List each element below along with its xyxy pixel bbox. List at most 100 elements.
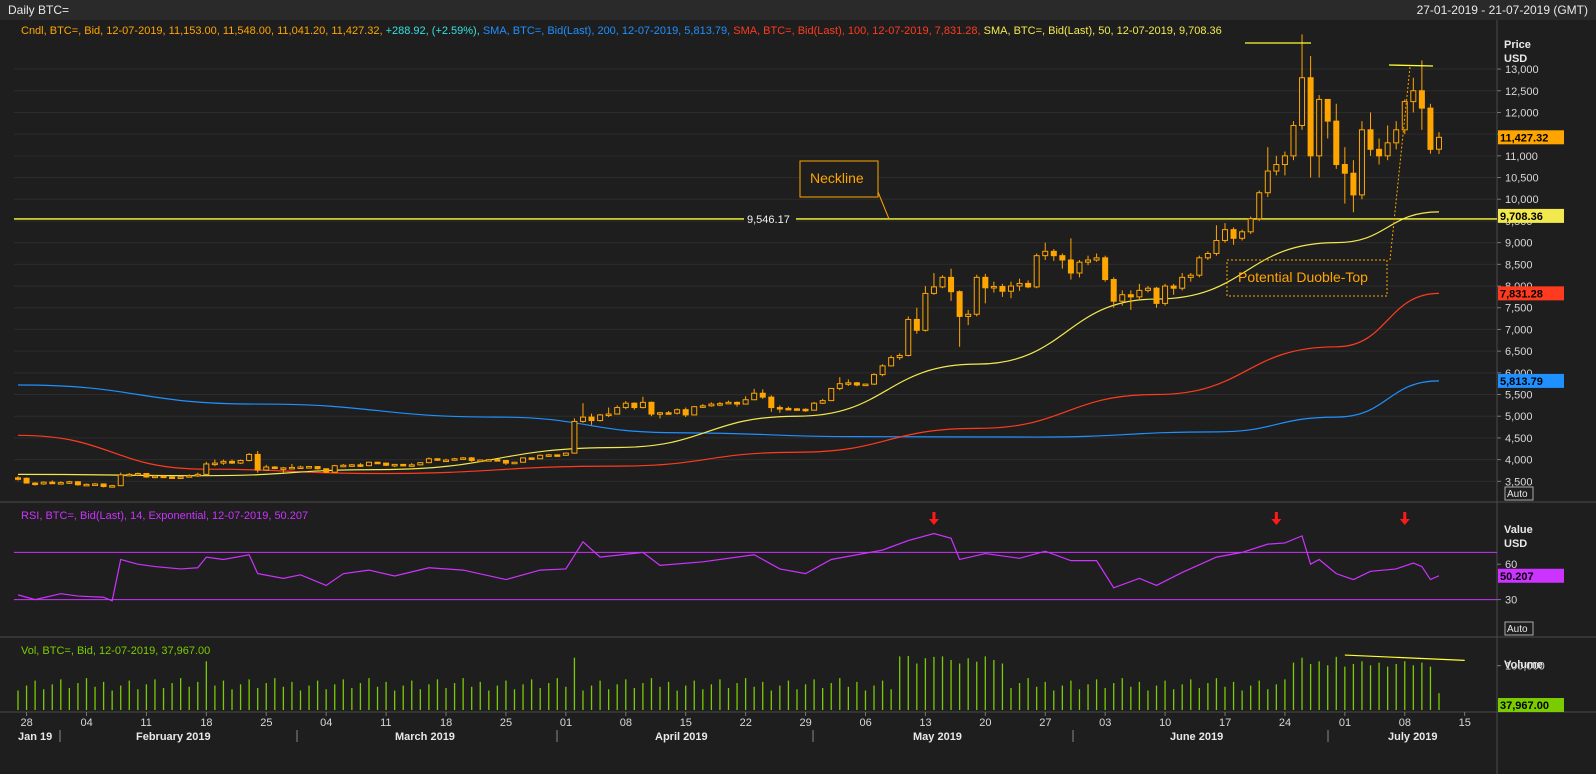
neckline-label-bg	[744, 211, 796, 225]
candle-body	[1119, 294, 1126, 302]
x-tick-label: 01	[560, 717, 572, 729]
rsi-axis-title: Value	[1504, 524, 1533, 536]
price-legend-item: SMA, BTC=, Bid(Last), 50, 12-07-2019, 9,…	[981, 25, 1222, 37]
candle-body	[1196, 257, 1203, 276]
candle-body	[1221, 229, 1228, 241]
rsi-axis-unit: USD	[1504, 538, 1527, 550]
candle-body	[793, 408, 800, 411]
candle-body	[460, 457, 467, 460]
price-legend-item: +288.92, (+2.59%),	[383, 25, 480, 37]
price-legend-item: Cndl, BTC=, Bid, 12-07-2019, 11,153.00, …	[21, 25, 383, 37]
candle-body	[956, 291, 963, 317]
candle-body	[597, 414, 604, 422]
neckline-annotation-text: Neckline	[810, 170, 864, 186]
candle-body	[443, 459, 450, 463]
candle-body	[871, 374, 878, 385]
candle-body	[990, 285, 997, 289]
date-range: 27-01-2019 - 21-07-2019 (GMT)	[1416, 3, 1588, 17]
candle-body	[1110, 279, 1117, 302]
candle-body	[1179, 276, 1186, 289]
candle-body	[699, 405, 706, 408]
x-tick-label: 17	[1219, 717, 1231, 729]
candle-body	[477, 459, 484, 463]
candle-body	[1085, 259, 1092, 263]
candle-body	[639, 401, 646, 409]
price-tick-label: 12,000	[1505, 107, 1539, 119]
candle-body	[1230, 229, 1237, 239]
candle-body	[49, 481, 56, 485]
x-tick-label: 04	[320, 717, 332, 729]
candle-body	[528, 457, 535, 460]
candle-body	[802, 408, 809, 412]
candle-body	[1204, 252, 1211, 259]
chart-title: Daily BTC=	[8, 3, 70, 17]
candle-body	[374, 461, 381, 465]
candle-body	[768, 396, 775, 409]
candle-body	[1367, 129, 1374, 150]
candle-body	[716, 403, 723, 406]
candle-body	[100, 483, 107, 488]
candle-body	[211, 462, 218, 466]
price-tick-label: 10,000	[1505, 194, 1539, 206]
candle-body	[74, 481, 81, 486]
rsi-auto-button-label[interactable]: Auto	[1507, 624, 1528, 635]
price-tick-label: 3,500	[1505, 476, 1533, 488]
candle-body	[1264, 170, 1271, 194]
rsi-legend: RSI, BTC=, Bid(Last), 14, Exponential, 1…	[21, 510, 308, 522]
candle-body	[340, 464, 347, 468]
candle-body	[15, 477, 21, 480]
candle-body	[485, 459, 492, 462]
candle-body	[160, 475, 167, 479]
rsi-down-arrow	[1271, 512, 1282, 525]
candle-body	[1350, 172, 1357, 196]
candle-body	[306, 466, 313, 469]
candle-body	[622, 402, 629, 409]
price-tick-label: 4,000	[1505, 455, 1533, 467]
rsi-tick-label: 60	[1505, 559, 1517, 571]
candle-body	[1067, 259, 1074, 274]
volume-axis-title: Volume	[1504, 659, 1543, 671]
rsi-auto-button[interactable]	[1504, 621, 1534, 636]
candle-body	[323, 468, 330, 473]
volume-tick-label: 100,000	[1505, 661, 1545, 673]
candle-body	[177, 476, 184, 479]
candle-body	[297, 466, 304, 469]
candle-body	[1042, 250, 1049, 257]
price-tick-label: 7,000	[1505, 324, 1533, 336]
rsi-badge: 50.207	[1500, 571, 1534, 583]
auto-button[interactable]	[1504, 486, 1534, 501]
double-top-box	[1226, 259, 1388, 297]
candle-body	[657, 412, 664, 415]
chart-canvas[interactable]: 13,00012,50012,00011,50011,00010,50010,0…	[0, 20, 1596, 774]
candle-body	[1136, 289, 1143, 298]
candle-body	[151, 475, 158, 479]
candle-body	[845, 382, 852, 385]
x-tick-label: 01	[1339, 717, 1351, 729]
price-axis-unit: USD	[1504, 53, 1527, 65]
double-top-text: Potential Duoble-Top	[1238, 269, 1368, 285]
candle-body	[948, 276, 955, 293]
candle-body	[246, 453, 253, 461]
sma50-line	[17, 211, 1440, 477]
price-tick-label: 12,500	[1505, 86, 1539, 98]
auto-button-label[interactable]: Auto	[1507, 489, 1528, 500]
candle-body	[905, 318, 912, 356]
candle-body	[1376, 148, 1383, 157]
candle-body	[665, 412, 672, 415]
candle-body	[973, 276, 980, 315]
price-legend-item: SMA, BTC=, Bid(Last), 200, 12-07-2019, 5…	[480, 25, 730, 37]
candle-body	[40, 481, 47, 485]
candle-body	[648, 401, 655, 415]
last-price-badge-bg	[1498, 130, 1564, 145]
candle-body	[1059, 255, 1066, 261]
candle-body	[126, 473, 133, 477]
candle-body	[229, 460, 236, 464]
x-tick-label: 18	[440, 717, 452, 729]
candle-body	[1033, 255, 1040, 288]
candle-body	[1358, 129, 1365, 196]
double-top-pointer	[1389, 66, 1411, 261]
candle-body	[588, 416, 595, 422]
candle-body	[1324, 98, 1331, 122]
candle-body	[1076, 261, 1083, 274]
